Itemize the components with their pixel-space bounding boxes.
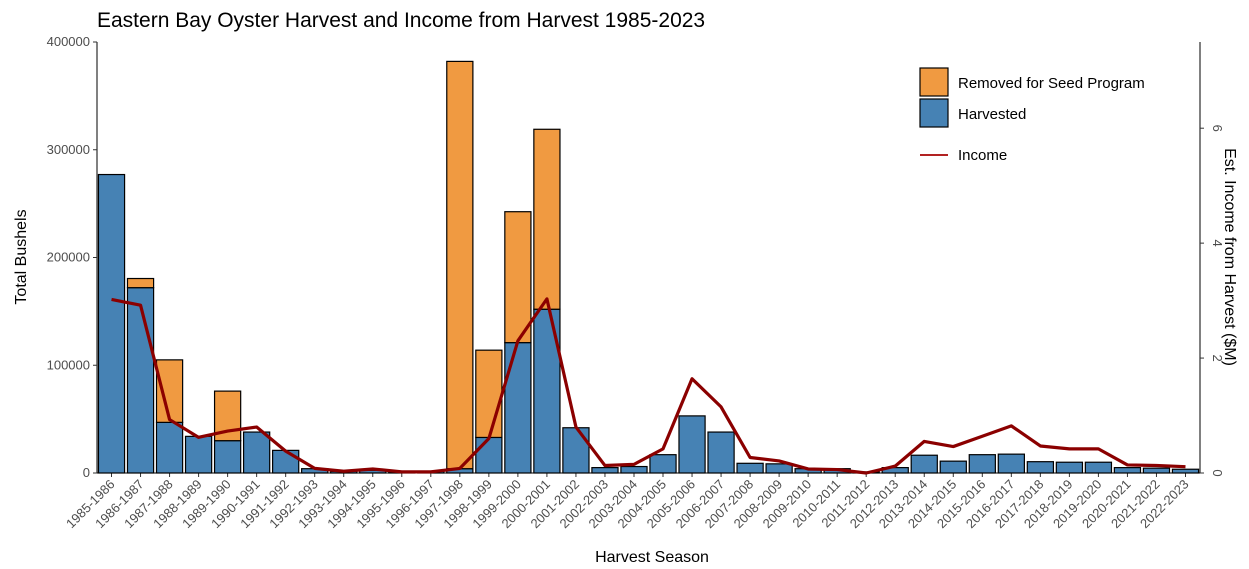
y2-tick-label: 4 — [1210, 240, 1225, 247]
bar-harvested — [939, 460, 967, 474]
bar-harvested — [1084, 461, 1113, 474]
chart-title: Eastern Bay Oyster Harvest and Income fr… — [97, 9, 705, 32]
bars — [97, 60, 1200, 474]
x-axis: 1985-19861986-19871987-19881988-19891989… — [63, 472, 1200, 531]
y-axis-left: 0 100000 200000 300000 400000 — [47, 34, 98, 480]
legend-label-income: Income — [958, 147, 1007, 164]
y2-tick-label: 0 — [1210, 469, 1225, 476]
y-tick-label: 0 — [83, 465, 90, 480]
bar-harvested — [1055, 461, 1084, 474]
y-axis-title: Total Bushels — [13, 209, 30, 304]
bar-harvested — [678, 415, 706, 474]
y2-axis-title: Est. Income from Harvest ($M) — [1221, 148, 1238, 366]
income-line — [111, 297, 1186, 475]
bar-harvested — [504, 342, 532, 474]
y-tick-label: 200000 — [47, 250, 90, 265]
legend: Removed for Seed Program Harvested Incom… — [919, 67, 1145, 164]
bar-harvested — [1026, 461, 1055, 474]
bar-harvested — [213, 440, 242, 474]
bar-harvested — [97, 173, 126, 474]
y-tick-label: 100000 — [47, 357, 90, 372]
bar-harvested — [475, 436, 503, 474]
bar-seed — [475, 349, 503, 439]
legend-label-seed: Removed for Seed Program — [958, 75, 1145, 92]
bar-harvested — [968, 454, 996, 474]
y2-tick-label: 2 — [1210, 354, 1225, 361]
bar-harvested — [997, 453, 1025, 474]
bar-harvested — [155, 421, 184, 474]
bar-harvested — [765, 463, 793, 474]
bar-harvested — [272, 449, 300, 474]
income-line-group — [111, 297, 1186, 475]
bar-harvested — [1142, 467, 1171, 474]
bar-seed — [155, 359, 184, 423]
legend-swatch-harvested — [919, 98, 949, 128]
bar-harvested — [184, 435, 213, 474]
y2-tick-label: 6 — [1210, 125, 1225, 132]
bar-seed — [126, 277, 155, 289]
bar-harvested — [242, 431, 271, 474]
bar-seed — [504, 211, 532, 344]
legend-label-harvested: Harvested — [958, 106, 1026, 123]
bar-harvested — [126, 287, 155, 474]
x-axis-title: Harvest Season — [595, 549, 709, 566]
bar-harvested — [591, 467, 619, 474]
bar-harvested — [1113, 467, 1142, 474]
bar-seed — [533, 128, 561, 310]
y-tick-label: 400000 — [47, 34, 90, 49]
bar-seed — [446, 60, 474, 470]
y-axis-right: 0 2 4 6 — [1199, 42, 1225, 477]
bar-harvested — [620, 465, 648, 474]
bar-harvested — [649, 454, 677, 474]
bar-harvested — [736, 462, 764, 474]
bar-harvested — [562, 427, 590, 474]
bar-harvested — [1171, 468, 1200, 474]
bar-harvested — [707, 431, 735, 474]
legend-swatch-seed — [919, 67, 949, 97]
bar-harvested — [910, 454, 938, 474]
y-tick-label: 300000 — [47, 142, 90, 157]
